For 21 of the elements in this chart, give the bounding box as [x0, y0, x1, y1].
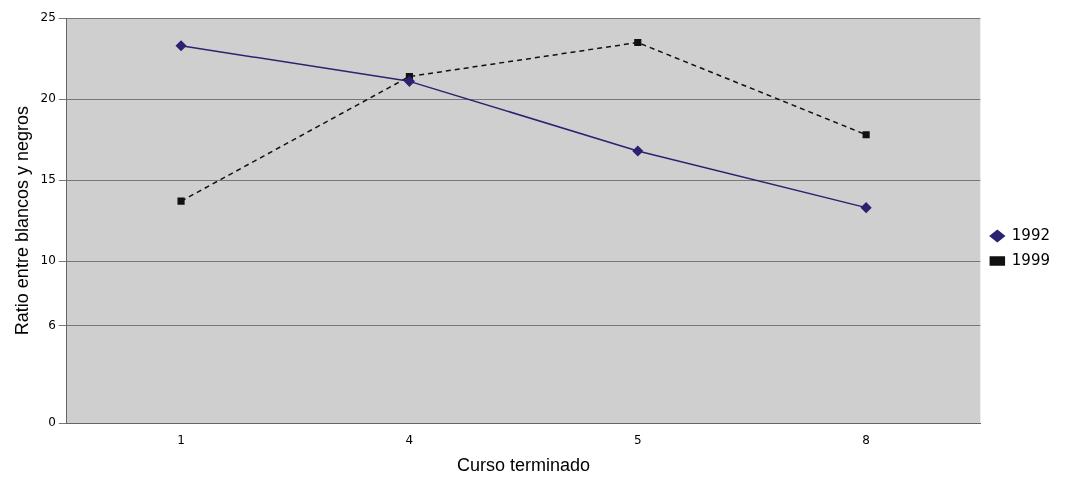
y-tick-label: 25: [40, 10, 56, 25]
x-tick-label: 8: [862, 433, 870, 448]
y-tick-label: 10: [40, 253, 56, 268]
x-tick-label: 4: [405, 433, 414, 448]
point: [175, 40, 187, 51]
y-tick-label: 0: [48, 415, 56, 430]
y-axis-title: Ratio entre blancos y negros: [11, 106, 32, 336]
x-tick-label: 1: [177, 433, 185, 448]
point: [634, 38, 642, 47]
point: [862, 131, 870, 139]
point: [404, 76, 415, 87]
point: [177, 197, 185, 205]
y-tick-label: 15: [40, 172, 56, 187]
y-tick-label: 20: [40, 91, 56, 106]
point: [632, 145, 644, 157]
y-tick-label: 6: [48, 317, 56, 332]
x-tick-label: 5: [633, 433, 642, 448]
legend-label: 1992: [1011, 225, 1051, 244]
x-axis-title: Curso terminado: [457, 455, 591, 476]
legend-label: 1999: [1011, 250, 1051, 269]
point: [860, 202, 872, 213]
